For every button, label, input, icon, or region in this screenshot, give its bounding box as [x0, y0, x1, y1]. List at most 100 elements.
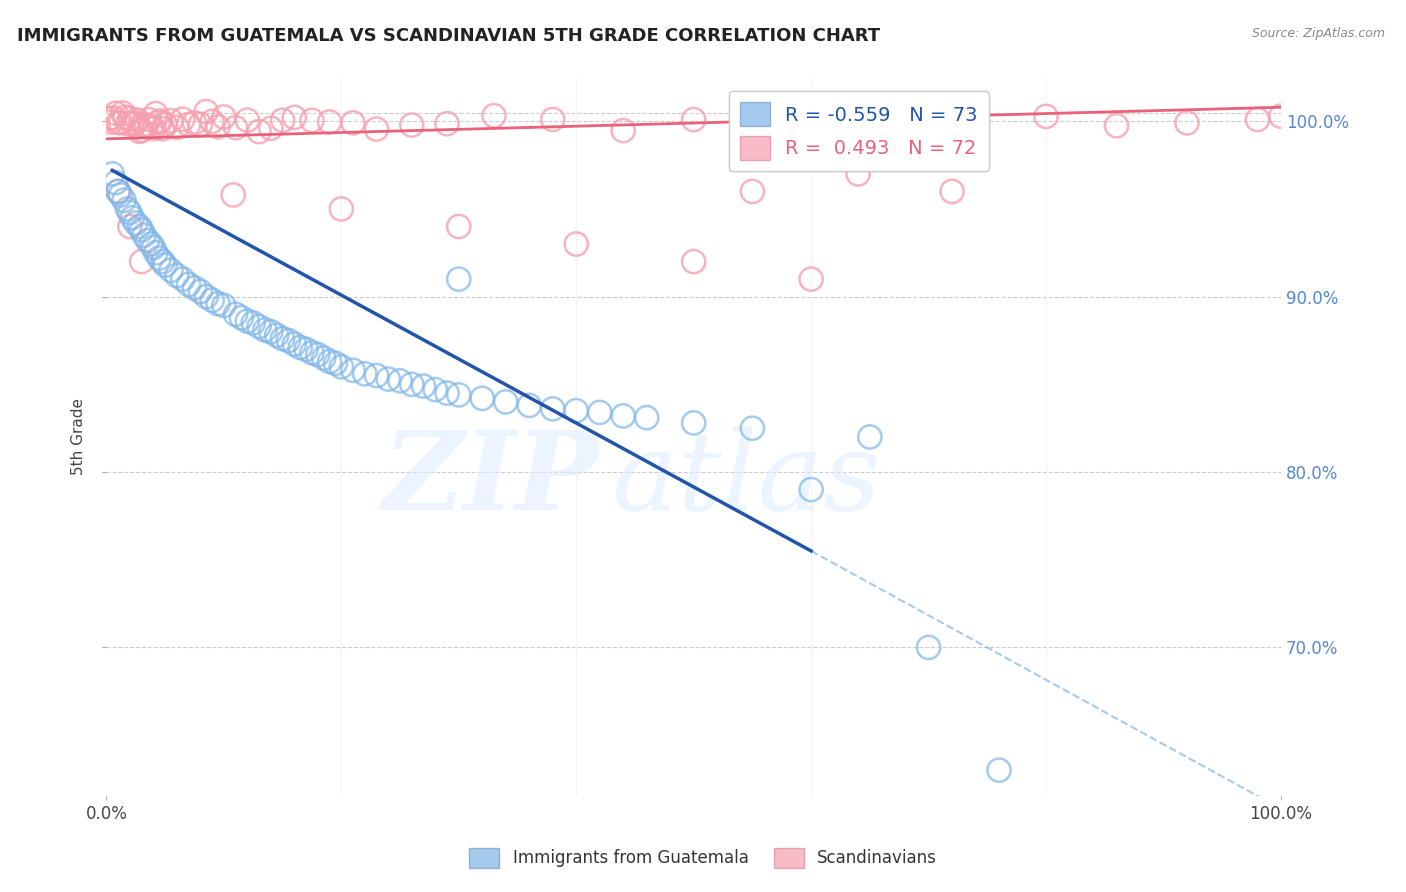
Point — [342, 116, 364, 130]
Point — [253, 323, 276, 337]
Point — [636, 410, 658, 425]
Point — [188, 285, 211, 299]
Point — [207, 296, 229, 310]
Point — [495, 395, 517, 409]
Point — [201, 114, 224, 128]
Point — [183, 281, 205, 295]
Point — [271, 332, 294, 346]
Point — [166, 120, 188, 135]
Point — [152, 121, 174, 136]
Point — [139, 237, 162, 252]
Y-axis label: 5th Grade: 5th Grade — [72, 399, 86, 475]
Point — [110, 115, 132, 129]
Point — [330, 359, 353, 374]
Point — [425, 383, 447, 397]
Point — [752, 116, 775, 130]
Point — [366, 368, 388, 383]
Text: atlas: atlas — [612, 426, 882, 533]
Point — [1246, 112, 1268, 127]
Point — [212, 298, 235, 312]
Point — [103, 111, 125, 125]
Point — [589, 405, 612, 419]
Point — [195, 290, 218, 304]
Point — [124, 117, 146, 131]
Point — [682, 416, 704, 430]
Point — [118, 112, 141, 126]
Point — [436, 386, 458, 401]
Point — [160, 263, 183, 277]
Point — [145, 245, 167, 260]
Point — [277, 334, 299, 348]
Point — [139, 119, 162, 133]
Point — [366, 122, 388, 136]
Point — [225, 120, 247, 135]
Point — [247, 319, 270, 334]
Point — [188, 118, 211, 132]
Point — [389, 374, 412, 388]
Point — [201, 293, 224, 308]
Point — [118, 219, 141, 234]
Point — [131, 254, 153, 268]
Point — [222, 188, 245, 202]
Point — [153, 117, 176, 131]
Point — [301, 113, 323, 128]
Point — [97, 112, 120, 126]
Point — [110, 188, 132, 202]
Point — [377, 372, 399, 386]
Point — [107, 115, 129, 129]
Point — [260, 325, 283, 339]
Point — [401, 377, 423, 392]
Point — [128, 124, 150, 138]
Point — [325, 356, 347, 370]
Point — [318, 354, 340, 368]
Point — [260, 121, 283, 136]
Point — [1035, 109, 1057, 123]
Point — [152, 254, 174, 268]
Point — [153, 258, 176, 272]
Point — [114, 110, 136, 124]
Point — [541, 401, 564, 416]
Point — [342, 363, 364, 377]
Point — [800, 483, 823, 497]
Point — [1175, 116, 1198, 130]
Point — [682, 254, 704, 268]
Point — [121, 117, 143, 131]
Point — [612, 409, 634, 423]
Point — [111, 106, 134, 120]
Point — [100, 115, 122, 129]
Point — [225, 307, 247, 321]
Point — [565, 237, 588, 252]
Point — [177, 277, 200, 292]
Point — [436, 117, 458, 131]
Point — [107, 185, 129, 199]
Point — [565, 403, 588, 417]
Point — [101, 167, 124, 181]
Point — [301, 345, 323, 359]
Point — [128, 219, 150, 234]
Point — [859, 430, 882, 444]
Point — [177, 118, 200, 132]
Point — [142, 121, 165, 136]
Point — [131, 123, 153, 137]
Text: Source: ZipAtlas.com: Source: ZipAtlas.com — [1251, 27, 1385, 40]
Point — [965, 109, 987, 123]
Point — [541, 112, 564, 127]
Point — [132, 228, 155, 243]
Legend: R = -0.559   N = 73, R =  0.493   N = 72: R = -0.559 N = 73, R = 0.493 N = 72 — [728, 91, 990, 171]
Point — [236, 113, 259, 128]
Point — [242, 316, 264, 330]
Point — [207, 120, 229, 134]
Point — [1105, 119, 1128, 133]
Point — [295, 343, 318, 357]
Point — [132, 117, 155, 131]
Point — [447, 219, 470, 234]
Point — [941, 185, 963, 199]
Point — [148, 251, 170, 265]
Point — [682, 112, 704, 127]
Point — [125, 216, 148, 230]
Point — [112, 193, 135, 207]
Point — [482, 109, 505, 123]
Point — [247, 125, 270, 139]
Point — [988, 763, 1011, 777]
Point — [353, 367, 375, 381]
